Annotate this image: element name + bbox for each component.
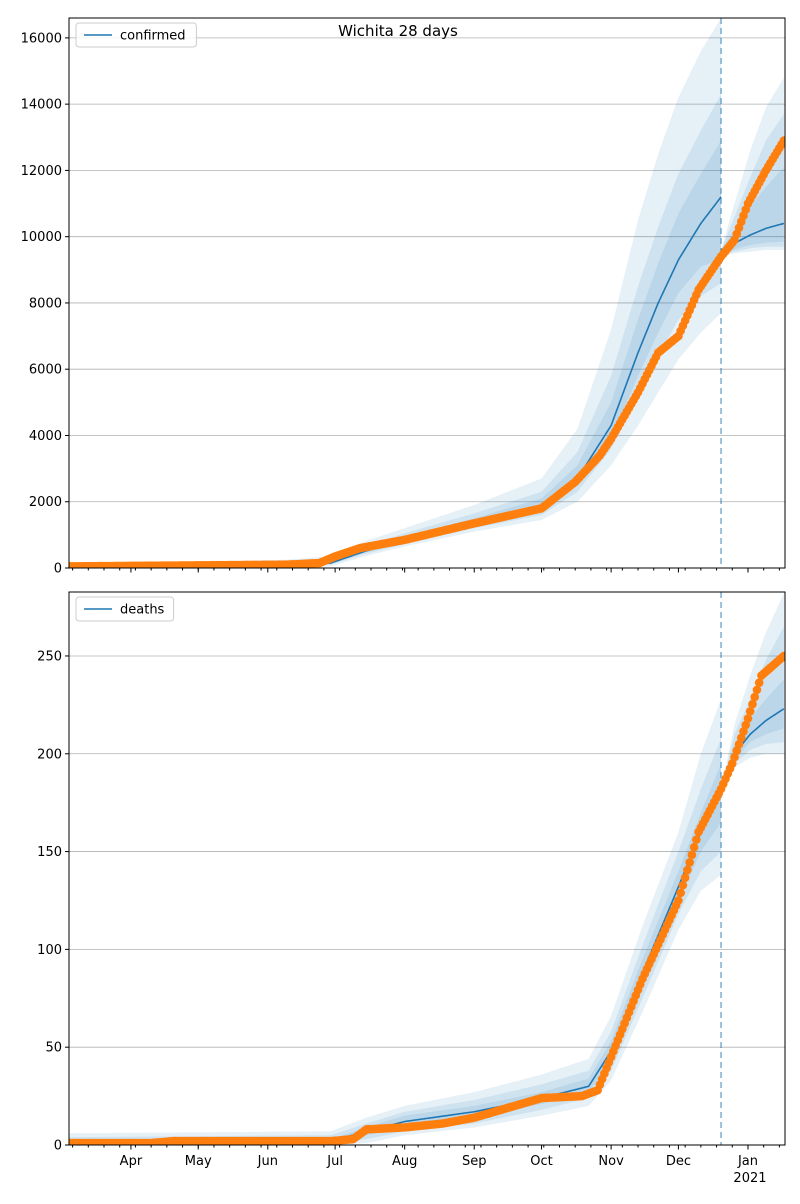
- y-tick-label: 0: [54, 1139, 62, 1154]
- x-tick-label: Jan: [737, 1154, 758, 1169]
- x-tick-label: Nov: [598, 1154, 624, 1169]
- forecast-band-0: [721, 77, 784, 257]
- observed-point: [687, 850, 697, 860]
- observed-point: [754, 678, 764, 687]
- legend-label: deaths: [120, 603, 165, 618]
- x-tick-label: Apr: [120, 1154, 143, 1169]
- observed-point: [779, 136, 785, 145]
- y-tick-label: 14000: [21, 98, 62, 113]
- y-tick-label: 2000: [29, 495, 62, 510]
- x-tick-label: Jun: [257, 1154, 278, 1169]
- fit-band-0: [69, 18, 722, 568]
- axes-confirmed: 0 2000 4000 6000 8000 10000 12000 14000 16000 con…: [21, 17, 786, 577]
- observed-point: [743, 714, 753, 723]
- observed-point: [692, 835, 701, 844]
- fit-band-1: [69, 738, 722, 1145]
- x-tick-label: Aug: [392, 1154, 417, 1169]
- legend: confirmed: [75, 22, 197, 48]
- y-tick-label: 8000: [29, 296, 62, 311]
- observed-point: [676, 888, 685, 898]
- legend-box: [75, 22, 197, 48]
- observed-point: [752, 685, 762, 695]
- y-tick-label: 50: [45, 1041, 62, 1056]
- x-tick-label: Dec: [666, 1154, 691, 1169]
- axes-frame: [68, 17, 786, 569]
- observed-point: [689, 842, 699, 852]
- y-tick-label: 16000: [21, 31, 62, 46]
- observed-point: [750, 692, 760, 702]
- forecast-band-2: [721, 679, 784, 791]
- fit-band-2: [69, 763, 722, 1145]
- y-tick-label: 0: [54, 562, 62, 577]
- y-tick-label: 12000: [21, 164, 62, 179]
- observed-point: [680, 873, 690, 882]
- y-tick-label: 6000: [29, 363, 62, 378]
- y-tick-label: 4000: [29, 429, 62, 444]
- legend: deaths: [75, 596, 175, 622]
- fit-median-line: [69, 788, 722, 1144]
- legend-label: confirmed: [120, 29, 186, 44]
- y-tick-label: 100: [37, 943, 62, 958]
- plot-area: [69, 592, 785, 1145]
- observed-point: [779, 651, 785, 661]
- x-tick-label: Sep: [462, 1154, 487, 1169]
- forecast-band-1: [721, 114, 784, 255]
- axes-frame: [68, 591, 786, 1146]
- y-tick-label: 10000: [21, 230, 62, 245]
- y-tick-label: 200: [37, 747, 62, 762]
- x-tick-label: May: [185, 1154, 212, 1169]
- observed-point: [674, 896, 683, 905]
- observed-point: [685, 858, 694, 867]
- y-tick-label: 250: [37, 649, 62, 664]
- axes-deaths: 0 50 100 150 200 250 Apr May Jun Jul Aug Sep Oct Nov D…: [37, 591, 786, 1186]
- legend-box: [75, 596, 175, 622]
- y-tick-label: 150: [37, 845, 62, 860]
- fit-band-0: [69, 699, 722, 1145]
- plot-area: [69, 18, 785, 568]
- observed-point: [748, 699, 757, 709]
- observed-point: [683, 865, 692, 875]
- observed-point: [745, 707, 755, 716]
- x-tick-label: Oct: [530, 1154, 552, 1169]
- x-tick-label: Jul: [326, 1154, 343, 1169]
- observed-point: [678, 880, 688, 890]
- x-tick-sublabel: 2021: [733, 1171, 766, 1186]
- chart-title: Wichita 28 days: [338, 22, 458, 40]
